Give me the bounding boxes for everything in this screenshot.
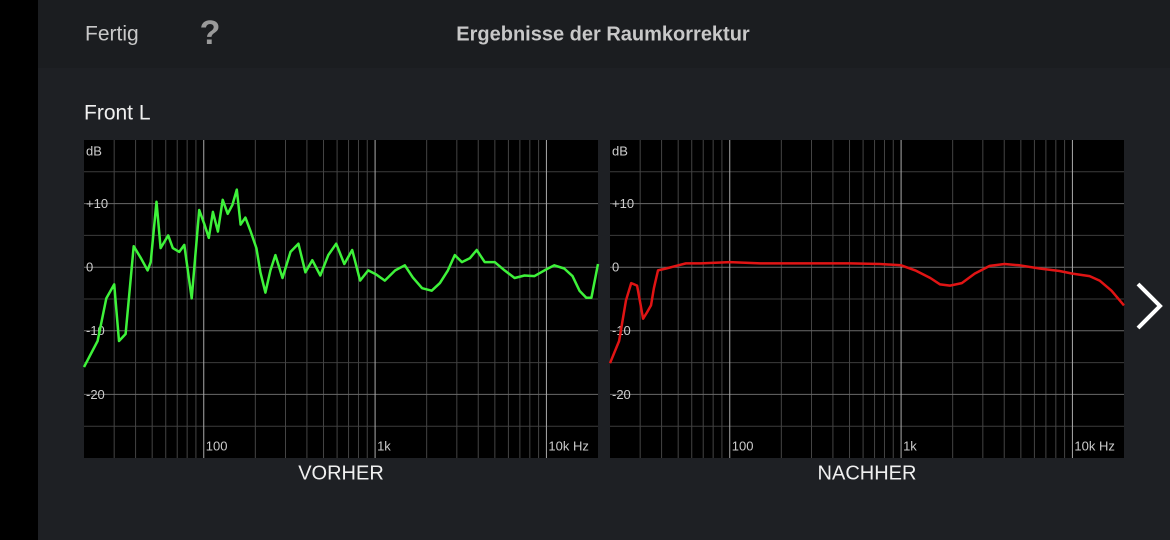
x-tick-label: 1k (377, 438, 391, 453)
y-tick-label: -20 (612, 387, 631, 402)
next-arrow[interactable] (1136, 282, 1163, 330)
page-title: Ergebnisse der Raumkorrektur (456, 23, 750, 45)
y-tick-label: +10 (86, 196, 108, 211)
chart-title: NACHHER (818, 462, 917, 484)
x-tick-label: 100 (732, 438, 754, 453)
y-axis-label: dB (612, 143, 628, 158)
x-tick-label: 10k Hz (548, 438, 588, 453)
y-axis-label: dB (86, 143, 102, 158)
header-bar (38, 0, 1170, 68)
y-tick-label: -20 (86, 387, 105, 402)
response-line (82, 188, 600, 368)
y-tick-label: 0 (86, 260, 93, 275)
y-tick-label: 0 (612, 260, 619, 275)
x-tick-label: 1k (903, 438, 917, 453)
x-tick-label: 100 (206, 438, 228, 453)
help-button[interactable]: ? (200, 14, 221, 52)
done-button[interactable]: Fertig (85, 23, 139, 46)
left-edge (0, 0, 38, 540)
chart-title: VORHER (298, 462, 384, 484)
section-title: Front L (84, 102, 151, 125)
y-tick-label: +10 (612, 196, 634, 211)
x-tick-label: 10k Hz (1074, 438, 1114, 453)
response-line (608, 260, 1125, 364)
